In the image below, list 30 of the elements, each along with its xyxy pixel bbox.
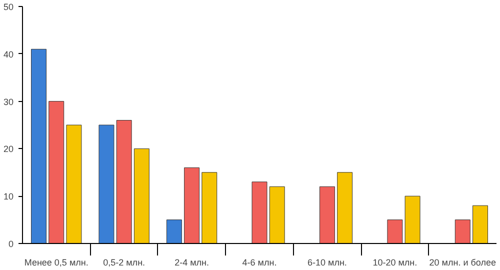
bar — [134, 148, 150, 244]
bar — [472, 205, 488, 244]
x-tick-label: 10-20 млн. — [372, 258, 418, 268]
x-tick-label: 2-4 млн. — [174, 258, 209, 268]
y-tick-label: 30 — [3, 96, 14, 107]
bar — [269, 186, 285, 244]
bar — [252, 182, 268, 244]
x-tick-label: 0,5-2 млн. — [103, 258, 146, 268]
y-tick-label: 50 — [3, 2, 14, 12]
bar — [98, 124, 114, 244]
y-tick-label: 10 — [3, 192, 14, 202]
x-tick-label: Менее 0,5 млн. — [24, 258, 88, 268]
x-tick-label: 20 млн. и более — [429, 258, 496, 268]
bar — [454, 220, 470, 244]
bar — [166, 220, 182, 244]
bar — [31, 48, 46, 244]
bar — [184, 167, 200, 244]
bar — [116, 120, 132, 244]
bar — [404, 196, 420, 244]
x-tick-label: 6-10 млн. — [308, 258, 347, 268]
bar — [66, 124, 82, 244]
bar — [387, 220, 403, 244]
y-tick-label: 20 — [3, 144, 14, 154]
x-tick-label: 4-6 млн. — [242, 258, 277, 268]
bar — [337, 172, 353, 244]
bar — [202, 172, 218, 244]
y-tick-label: 0 — [8, 239, 14, 249]
bar — [48, 101, 64, 244]
y-tick-label: 40 — [3, 49, 14, 60]
bar — [319, 186, 335, 244]
